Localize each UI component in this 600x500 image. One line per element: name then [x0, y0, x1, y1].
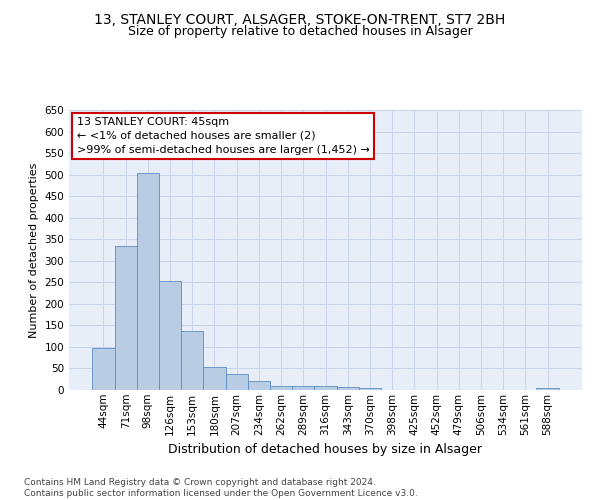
Bar [115, 246, 137, 390]
Text: Size of property relative to detached houses in Alsager: Size of property relative to detached ho… [128, 25, 472, 38]
Y-axis label: Number of detached properties: Number of detached properties [29, 162, 39, 338]
Bar [536, 388, 559, 390]
Bar [337, 387, 359, 390]
Bar [270, 386, 292, 390]
Text: Contains HM Land Registry data © Crown copyright and database right 2024.
Contai: Contains HM Land Registry data © Crown c… [24, 478, 418, 498]
Bar [359, 388, 381, 390]
Bar [314, 386, 337, 390]
Bar [159, 281, 181, 390]
Text: 13 STANLEY COURT: 45sqm
← <1% of detached houses are smaller (2)
>99% of semi-de: 13 STANLEY COURT: 45sqm ← <1% of detache… [77, 117, 370, 155]
Bar [226, 374, 248, 390]
Bar [203, 367, 226, 390]
Bar [292, 386, 314, 390]
Bar [92, 348, 115, 390]
Text: 13, STANLEY COURT, ALSAGER, STOKE-ON-TRENT, ST7 2BH: 13, STANLEY COURT, ALSAGER, STOKE-ON-TRE… [94, 12, 506, 26]
X-axis label: Distribution of detached houses by size in Alsager: Distribution of detached houses by size … [169, 443, 482, 456]
Bar [181, 331, 203, 390]
Bar [137, 174, 159, 390]
Bar [248, 381, 270, 390]
